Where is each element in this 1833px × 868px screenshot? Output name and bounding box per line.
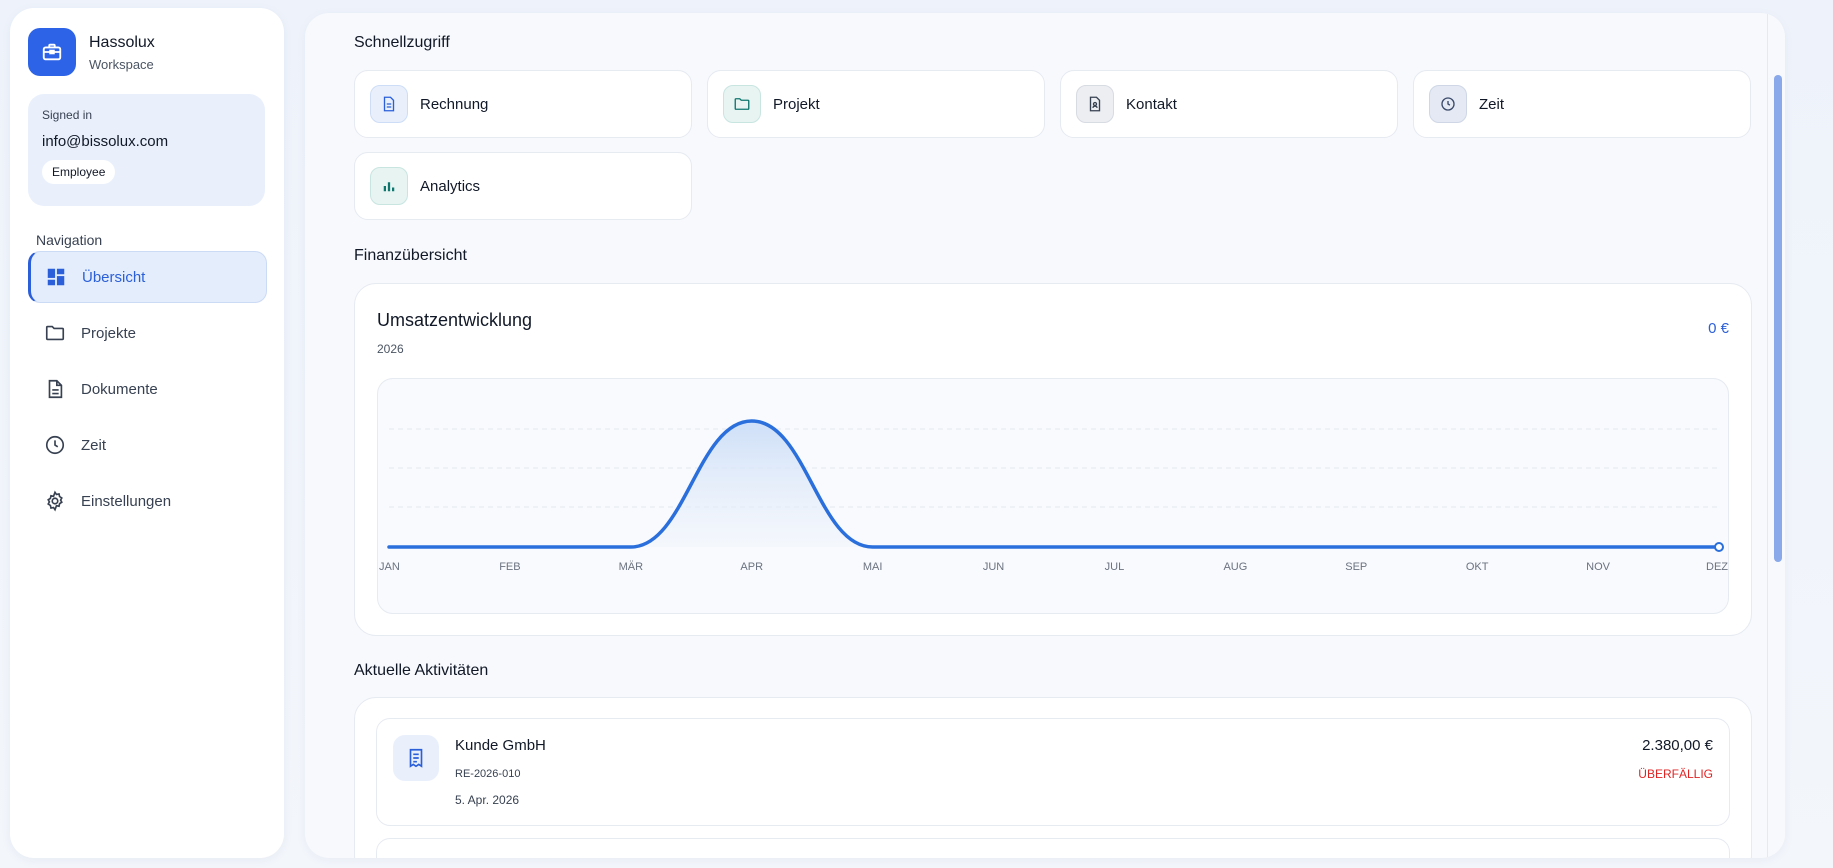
brand-subtitle: Workspace: [89, 56, 154, 72]
activities-title: Aktuelle Aktivitäten: [354, 662, 489, 679]
finance-section-title: Finanzübersicht: [354, 247, 467, 264]
revenue-line: [387, 419, 1721, 549]
role-badge: Employee: [42, 160, 116, 184]
bar-chart-icon: [370, 167, 408, 205]
user-info-card: Signed in info@bissolux.com Employee: [28, 94, 265, 206]
chart-tick-label: MÄR: [619, 561, 644, 573]
quick-access-label: Analytics: [420, 177, 481, 195]
clock-icon: [45, 435, 65, 455]
quick-access-kontakt[interactable]: Kontakt: [1060, 70, 1398, 138]
chart-tick-label: JAN: [379, 561, 400, 573]
sidebar: Hassolux Workspace Signed in info@bissol…: [10, 8, 284, 858]
main-content: Schnellzugriff Rechnung Projekt Kontakt: [305, 13, 1785, 858]
quick-access-label: Projekt: [773, 95, 820, 113]
nav-item-label: Übersicht: [82, 268, 146, 286]
revenue-card: Umsatzentwicklung 2026 0 € JAN FEB MÄR APR M…: [354, 283, 1752, 636]
nav-item-einstellungen[interactable]: Einstellungen: [28, 475, 267, 527]
chart-tick-label: FEB: [499, 561, 520, 573]
activity-status: ÜBERFÄLLIG: [1638, 767, 1713, 781]
folder-icon: [723, 85, 761, 123]
activity-reference: RE-2026-010: [455, 768, 521, 780]
receipt-icon: [393, 735, 439, 781]
quick-access-label: Zeit: [1479, 95, 1505, 113]
chart-point-dez: [1714, 542, 1724, 552]
activity-date: 5. Apr. 2026: [455, 793, 520, 807]
quick-access-title: Schnellzugriff: [354, 34, 450, 51]
chart-tick-label: OKT: [1466, 561, 1489, 573]
signed-in-label: Signed in: [42, 108, 93, 122]
quick-access-analytics[interactable]: Analytics: [354, 152, 692, 220]
quick-access-zeit[interactable]: Zeit: [1413, 70, 1751, 138]
nav-item-label: Zeit: [81, 436, 107, 454]
chart-tick-label: JUN: [983, 561, 1004, 573]
revenue-year: 2026: [377, 342, 404, 356]
chart-tick-label: MAI: [863, 561, 883, 573]
document-icon: [48, 379, 63, 399]
revenue-area: [389, 421, 1719, 547]
activity-item[interactable]: [376, 838, 1730, 858]
revenue-chart: JAN FEB MÄR APR MAI JUN JUL AUG SEP OKT NOV DEZ: [377, 378, 1729, 614]
quick-access-label: Rechnung: [420, 95, 489, 113]
nav-item-label: Einstellungen: [81, 492, 172, 510]
clock-icon: [1429, 85, 1467, 123]
scrollbar-thumb[interactable]: [1774, 75, 1782, 562]
chart-tick-label: SEP: [1345, 561, 1367, 573]
nav-item-uebersicht[interactable]: Übersicht: [28, 251, 267, 303]
activity-amount: 2.380,00 €: [1642, 737, 1713, 754]
nav-item-projekte[interactable]: Projekte: [28, 307, 267, 359]
chart-tick-label: NOV: [1586, 561, 1611, 573]
revenue-total: 0 €: [1708, 320, 1729, 337]
revenue-card-title: Umsatzentwicklung: [377, 310, 533, 330]
quick-access-label: Kontakt: [1126, 95, 1177, 113]
navigation-menu: Übersicht Projekte Dokumente Zeit: [28, 251, 267, 531]
briefcase-icon: [28, 28, 76, 76]
activity-name: Kunde GmbH: [455, 737, 546, 754]
brand-name: Hassolux: [89, 33, 155, 51]
brand[interactable]: Hassolux Workspace: [28, 28, 155, 76]
nav-item-dokumente[interactable]: Dokumente: [28, 363, 267, 415]
gear-icon: [47, 490, 63, 512]
chart-tick-label: APR: [740, 561, 763, 573]
quick-access-projekt[interactable]: Projekt: [707, 70, 1045, 138]
contact-icon: [1076, 85, 1114, 123]
chart-tick-label: AUG: [1223, 561, 1247, 573]
user-email: info@bissolux.com: [42, 133, 169, 150]
chart-tick-label: JUL: [1105, 561, 1125, 573]
activities-card: Kunde GmbH RE-2026-010 5. Apr. 2026 2.38…: [354, 697, 1752, 858]
nav-item-label: Projekte: [81, 324, 137, 342]
navigation-title: Navigation: [36, 232, 103, 248]
revenue-chart-svg: JAN FEB MÄR APR MAI JUN JUL AUG SEP OKT NOV DEZ: [379, 419, 1728, 573]
folder-icon: [45, 325, 65, 341]
scrollbar[interactable]: [1767, 13, 1785, 858]
quick-access-rechnung[interactable]: Rechnung: [354, 70, 692, 138]
activity-item[interactable]: Kunde GmbH RE-2026-010 5. Apr. 2026 2.38…: [376, 718, 1730, 826]
dashboard-icon: [47, 268, 65, 286]
nav-item-label: Dokumente: [81, 380, 158, 398]
invoice-icon: [370, 85, 408, 123]
nav-item-zeit[interactable]: Zeit: [28, 419, 267, 471]
chart-tick-label: DEZ: [1706, 561, 1728, 573]
